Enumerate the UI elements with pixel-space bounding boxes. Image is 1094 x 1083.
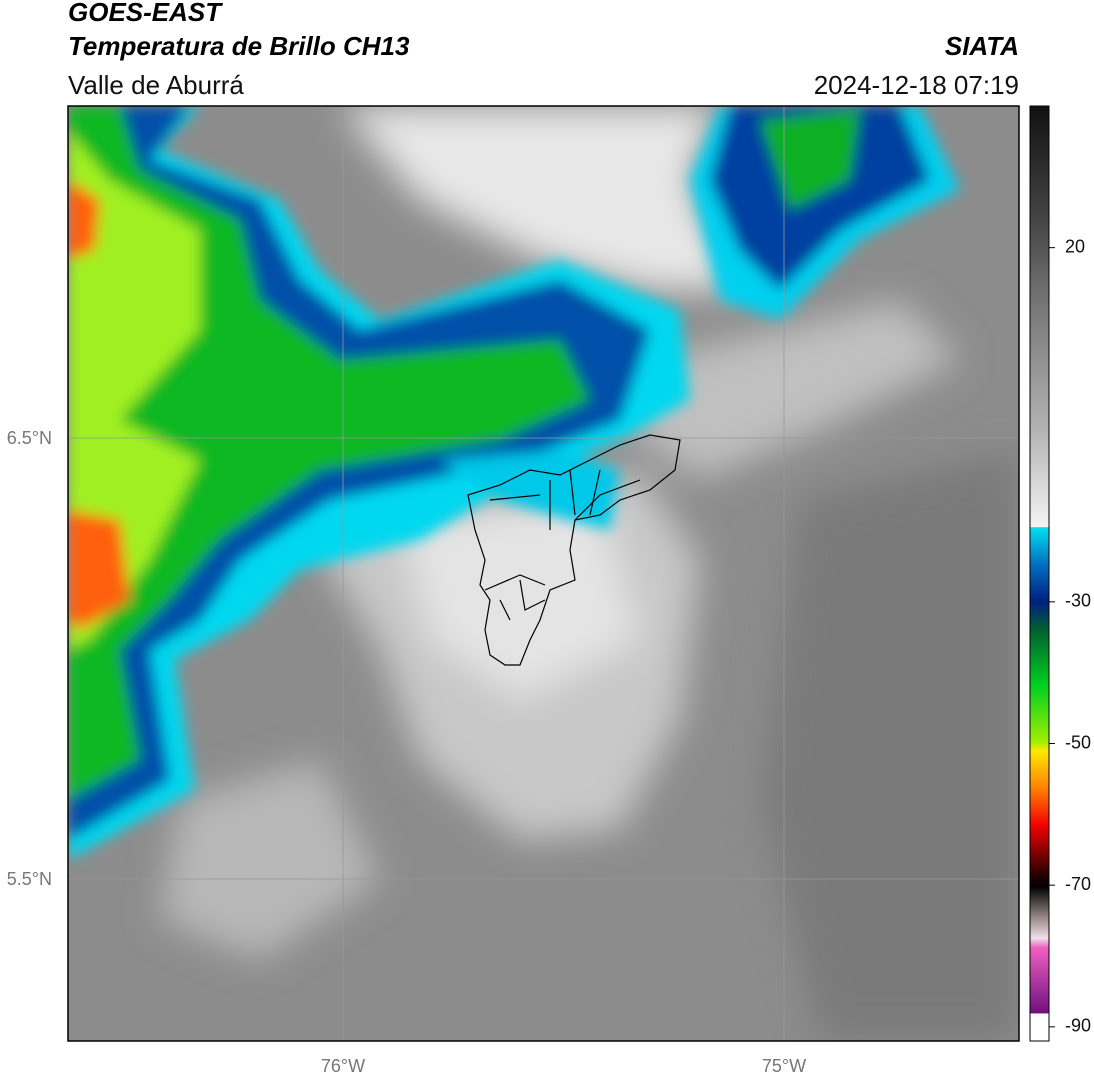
title: GOES-EAST: [68, 0, 223, 27]
municipal-boundaries: [467, 434, 681, 666]
graticule: [68, 106, 1019, 1041]
colorbar-tick-label: -30: [1065, 591, 1091, 611]
colorbar: [1029, 105, 1050, 1042]
colorbar-tick-label: -90: [1065, 1016, 1091, 1036]
colorbar-tick-label: -70: [1065, 874, 1091, 894]
subtitle: Temperatura de Brillo CH13: [68, 31, 410, 61]
colorbar-tick-label: 20: [1065, 236, 1085, 256]
datetime: 2024-12-18 07:19: [814, 70, 1019, 100]
map-frame: [67, 105, 1020, 1042]
satellite-image: [68, 106, 1019, 1041]
lon-label: 76°W: [321, 1056, 365, 1076]
lon-label: 75°W: [762, 1056, 806, 1076]
region: Valle de Aburrá: [68, 70, 244, 100]
colorbar-tick-label: -50: [1065, 732, 1091, 752]
lat-label: 6.5°N: [7, 428, 52, 448]
source: SIATA: [945, 31, 1019, 61]
lat-label: 5.5°N: [7, 869, 52, 889]
